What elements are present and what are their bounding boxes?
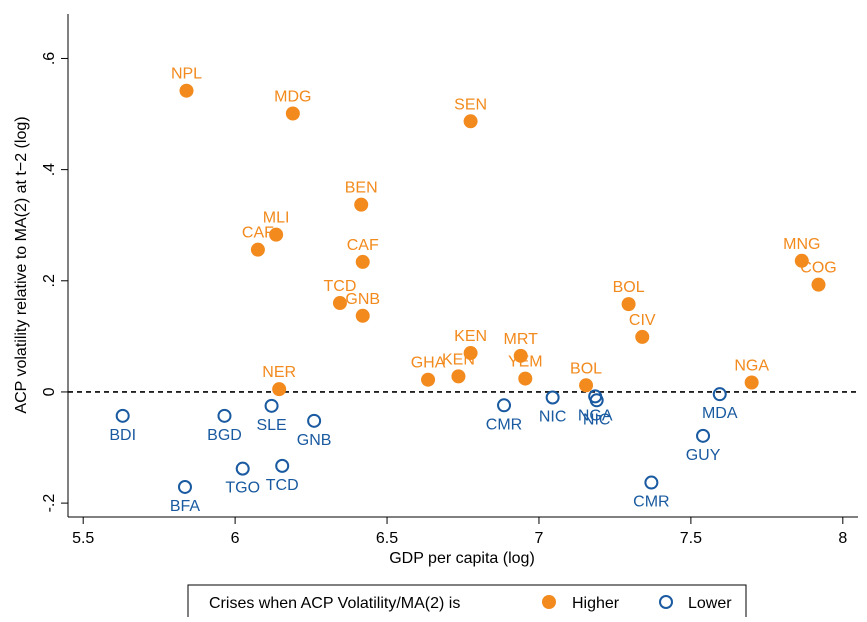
lower-point-label: CMR — [633, 494, 669, 511]
y-tick-label: 0 — [41, 387, 58, 396]
higher-point-label: BOL — [613, 279, 645, 296]
higher-point-label: BOL — [570, 360, 602, 377]
lower-point — [497, 398, 512, 413]
higher-point — [794, 253, 809, 268]
lower-point-label: NIC — [539, 409, 567, 426]
higher-point-label: BEN — [345, 180, 378, 197]
higher-point — [332, 296, 347, 311]
y-tick-label: .4 — [41, 163, 58, 176]
legend-higher-label: Higher — [572, 595, 620, 612]
lower-point-label: NIC — [583, 411, 611, 428]
x-axis-ticks: 5.5 6 6.5 7 7.5 8 — [72, 517, 847, 547]
higher-point — [355, 308, 370, 323]
lower-point — [235, 461, 250, 476]
lower-point — [589, 393, 604, 408]
lower-point — [644, 475, 659, 490]
higher-point-label: CAF — [347, 237, 379, 254]
y-tick-label: -.2 — [41, 494, 58, 513]
x-tick-label: 5.5 — [72, 530, 94, 547]
higher-point — [463, 114, 478, 129]
higher-point — [513, 348, 528, 363]
lower-point-label: MDA — [702, 405, 738, 422]
higher-point-label: CAF — [242, 225, 274, 242]
y-tick-label: .6 — [41, 52, 58, 65]
x-tick-label: 7.5 — [680, 530, 702, 547]
x-tick-label: 7 — [535, 530, 544, 547]
lower-point — [275, 458, 290, 473]
lower-point — [696, 428, 711, 443]
higher-point-label: COG — [800, 260, 836, 277]
higher-point-label: GNB — [345, 291, 380, 308]
lower-point — [307, 413, 322, 428]
higher-point-label: MDG — [274, 88, 311, 105]
higher-point — [579, 378, 594, 393]
lower-point-label: SLE — [256, 417, 286, 434]
higher-point-label: SEN — [454, 96, 487, 113]
legend-lower-marker — [659, 595, 673, 609]
legend-box — [187, 584, 747, 622]
higher-point — [421, 372, 436, 387]
lower-point — [264, 398, 279, 413]
lower-point-label: BFA — [170, 498, 201, 515]
lower-point — [177, 479, 192, 494]
higher-point — [179, 83, 194, 98]
x-tick-label: 8 — [838, 530, 847, 547]
higher-point — [621, 297, 636, 312]
higher-point-label: MNG — [783, 236, 820, 253]
higher-point-label: CIV — [629, 312, 656, 329]
higher-point — [354, 197, 369, 212]
lower-point — [545, 390, 560, 405]
legend-lower-label: Lower — [688, 595, 732, 612]
lower-point — [712, 387, 727, 402]
lower-point — [115, 408, 130, 423]
higher-point-label: NGA — [734, 357, 769, 374]
higher-point — [285, 106, 300, 121]
higher-point-label: MRT — [504, 331, 539, 348]
higher-point-label: GHA — [411, 355, 446, 372]
lower-point — [217, 408, 232, 423]
x-tick-label: 6 — [231, 530, 240, 547]
lower-point-label: TGO — [225, 480, 260, 497]
lower-point-label: GUY — [686, 447, 721, 464]
lower-point-label: BGD — [207, 427, 242, 444]
higher-point — [355, 254, 370, 269]
x-axis-label: GDP per capita (log) — [389, 550, 535, 567]
higher-point — [451, 369, 466, 384]
legend-title: Crises when ACP Volatility/MA(2) is — [209, 595, 460, 612]
higher-point-label: NER — [262, 364, 296, 381]
higher-point — [272, 382, 287, 397]
y-axis-ticks: -.2 0 .2 .4 .6 — [41, 52, 68, 513]
higher-point — [811, 277, 826, 292]
lower-point-label: CMR — [486, 416, 522, 433]
higher-point — [518, 371, 533, 386]
higher-point — [744, 375, 759, 390]
higher-point — [250, 242, 265, 257]
y-tick-label: .2 — [41, 274, 58, 287]
x-tick-label: 6.5 — [376, 530, 398, 547]
legend-higher-marker — [542, 595, 556, 609]
lower-point-label: TCD — [266, 477, 299, 494]
y-axis-label: ACP volatility relative to MA(2) at t−2 … — [13, 116, 30, 413]
lower-point-label: NGA — [578, 407, 613, 424]
higher-point — [269, 227, 284, 242]
lower-point-label: GNB — [297, 432, 332, 449]
lower-point-label: BDI — [109, 427, 136, 444]
higher-point — [463, 346, 478, 361]
higher-point-label: TCD — [323, 278, 356, 295]
legend: Crises when ACP Volatility/MA(2) is High… — [187, 584, 747, 622]
higher-point-label: KEN — [454, 328, 487, 345]
higher-point-label: YEM — [508, 354, 543, 371]
higher-point-label: NPL — [171, 66, 202, 83]
higher-point-label: MLI — [263, 210, 290, 227]
higher-point — [635, 329, 650, 344]
